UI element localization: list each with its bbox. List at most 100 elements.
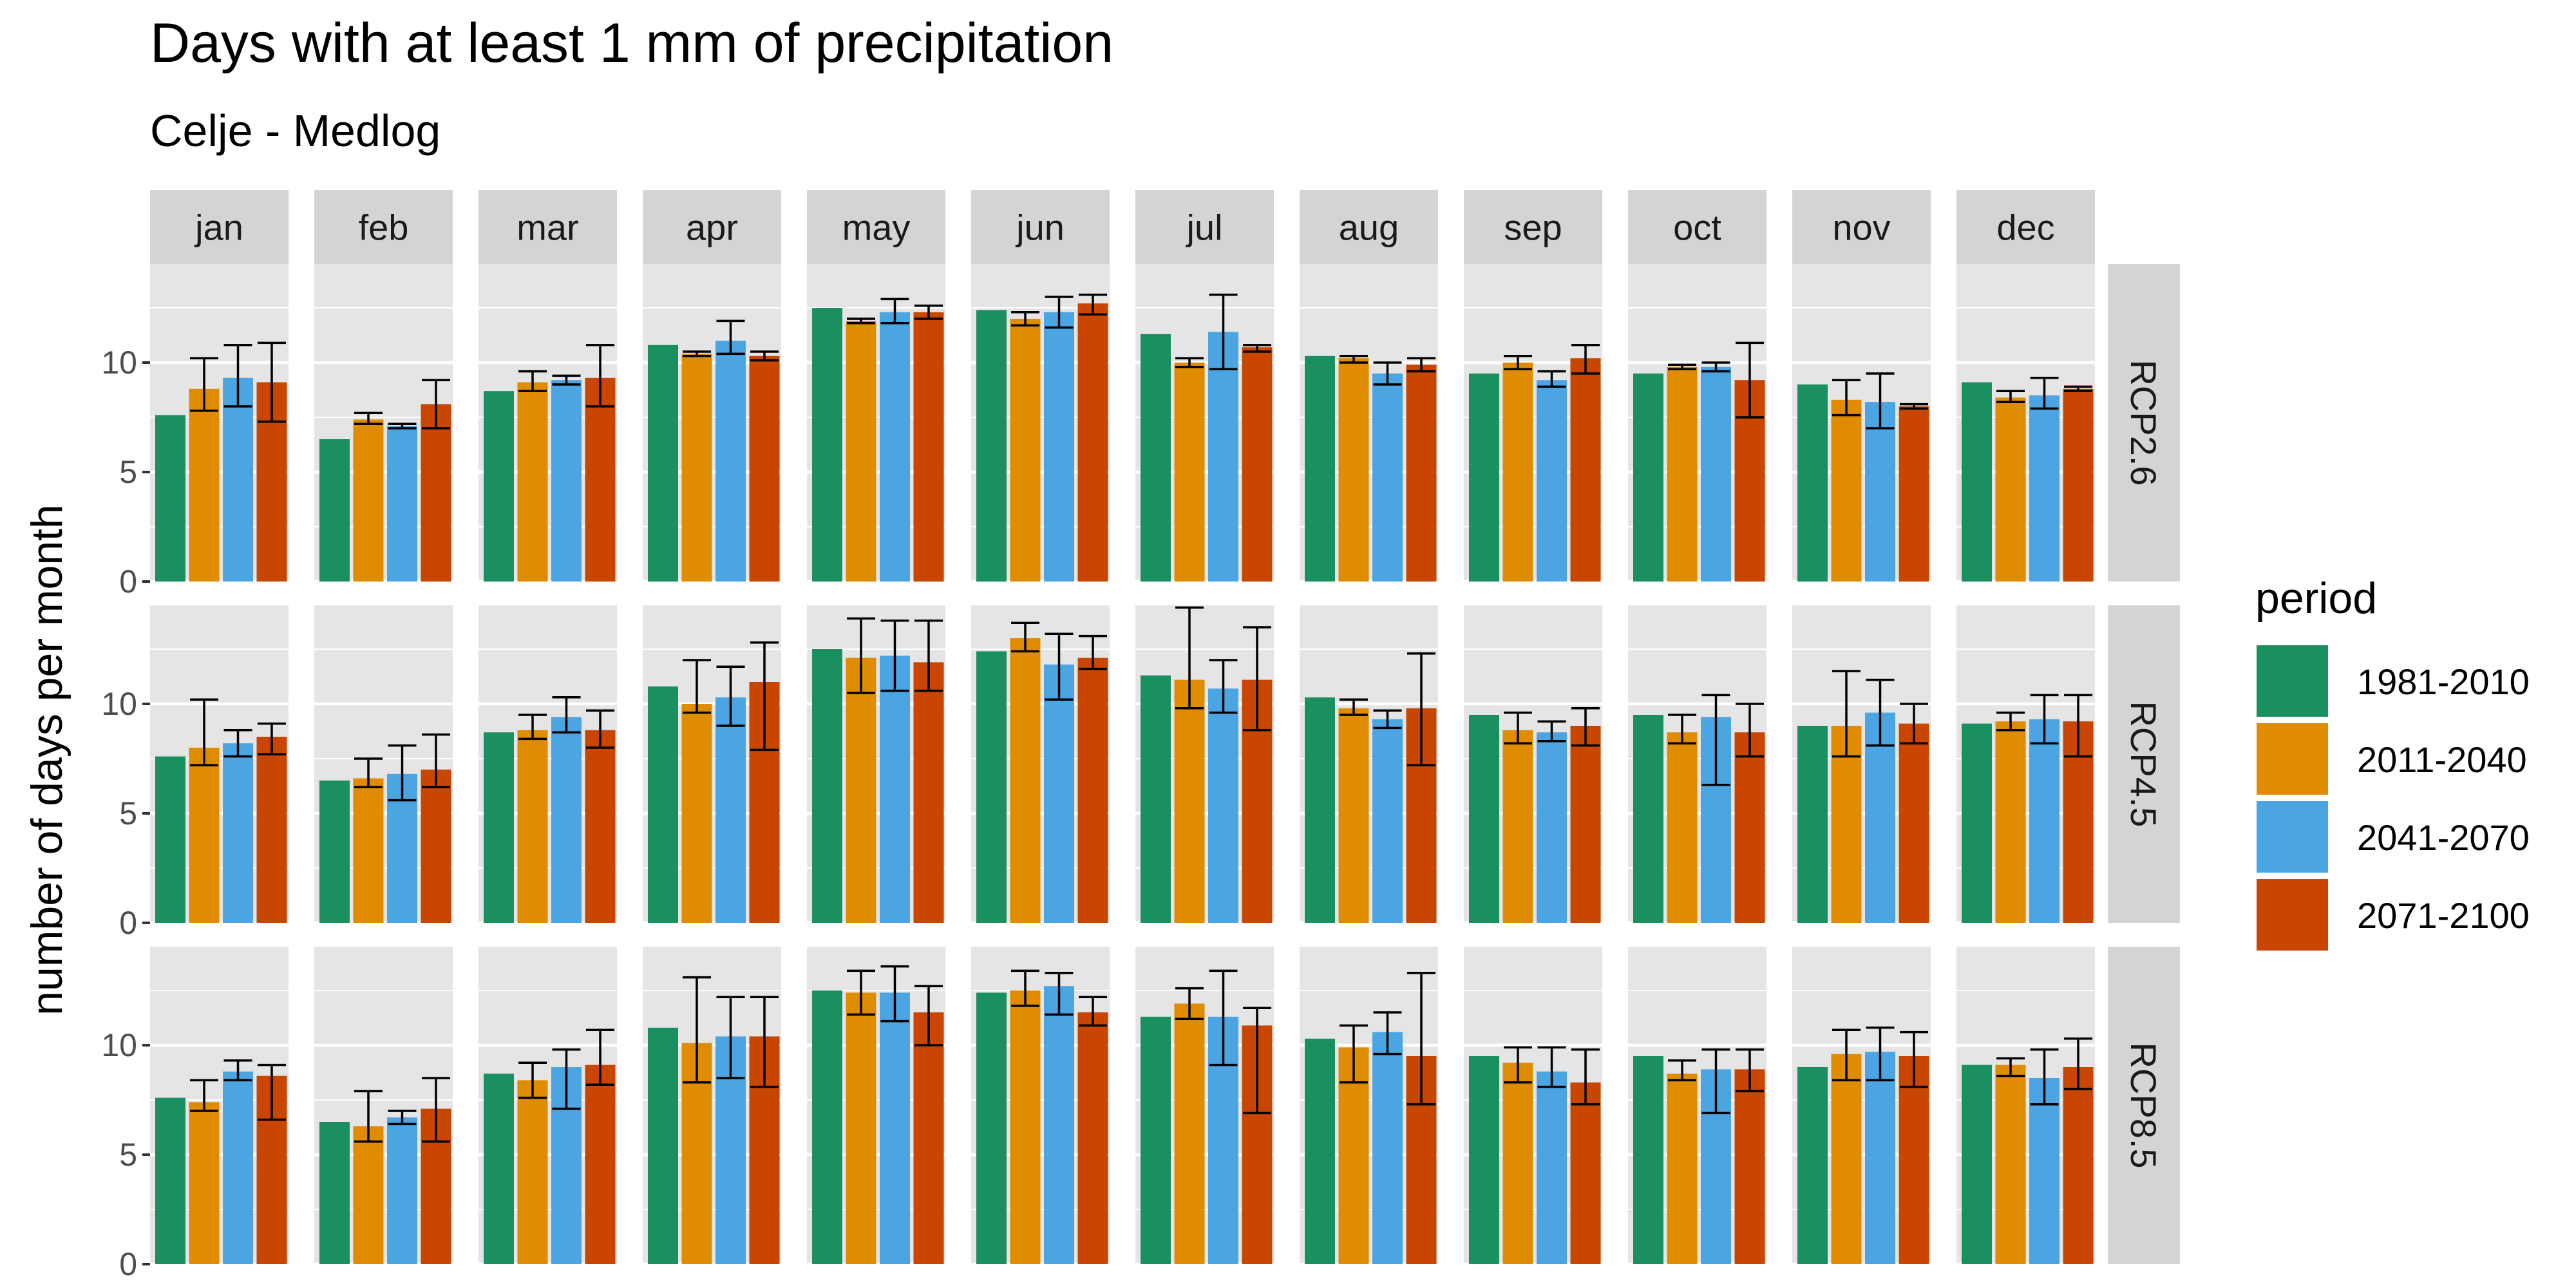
bar bbox=[585, 730, 616, 923]
panel-rcp4-5-may bbox=[807, 605, 945, 925]
bar bbox=[1141, 1016, 1171, 1264]
panel-rcp8-5-nov bbox=[1792, 947, 1931, 1266]
bar bbox=[1502, 363, 1533, 582]
bar bbox=[913, 1012, 944, 1264]
chart-title: Days with at least 1 mm of precipitation bbox=[150, 12, 1114, 74]
bar bbox=[1010, 319, 1041, 582]
bar bbox=[1734, 732, 1765, 923]
bar bbox=[812, 308, 842, 582]
strip-oct bbox=[1628, 190, 1766, 264]
bar bbox=[1831, 1054, 1862, 1264]
bar bbox=[551, 380, 582, 582]
strip-label-feb: feb bbox=[359, 207, 409, 248]
panel-rcp4-5-jan bbox=[150, 605, 289, 925]
panel-rcp4-5-oct bbox=[1628, 605, 1766, 925]
bar bbox=[484, 732, 514, 923]
bar bbox=[517, 382, 548, 582]
bar bbox=[1406, 365, 1437, 582]
bar bbox=[1633, 374, 1663, 582]
row-label-rcp8-5: RCP8.5 bbox=[2123, 1042, 2164, 1168]
panel-rcp4-5-jul bbox=[1135, 605, 1274, 925]
legend-title: period bbox=[2255, 574, 2377, 623]
bar bbox=[1305, 1038, 1335, 1264]
strip-label-jun: jun bbox=[1015, 207, 1065, 248]
panel-rcp4-5-jun bbox=[971, 605, 1110, 925]
bar bbox=[1338, 708, 1369, 923]
bar bbox=[812, 990, 842, 1264]
bar bbox=[1633, 1056, 1663, 1264]
bar bbox=[1077, 303, 1108, 582]
bar bbox=[715, 341, 746, 582]
y-tick-label: 0 bbox=[119, 905, 137, 941]
panel-rcp2-6-jan bbox=[150, 264, 289, 583]
bar bbox=[1174, 363, 1205, 582]
bar bbox=[880, 992, 910, 1264]
strip-label-may: may bbox=[842, 207, 911, 248]
strip-jul bbox=[1135, 190, 1274, 264]
bar bbox=[421, 770, 451, 923]
strip-label-dec: dec bbox=[1996, 207, 2054, 248]
bar bbox=[1962, 382, 1992, 582]
bar bbox=[846, 658, 876, 923]
bar bbox=[1077, 658, 1108, 923]
bar bbox=[1502, 730, 1533, 923]
bar bbox=[648, 1027, 678, 1264]
bar bbox=[189, 1102, 220, 1264]
panel-rcp8-5-apr bbox=[643, 947, 781, 1266]
strip-jan bbox=[150, 190, 289, 264]
bar bbox=[715, 697, 746, 923]
strip-nov bbox=[1792, 190, 1931, 264]
y-tick-label: 10 bbox=[101, 345, 137, 381]
strip-label-jan: jan bbox=[194, 207, 243, 248]
panel-rcp8-5-jan bbox=[150, 947, 289, 1266]
bar bbox=[976, 310, 1007, 582]
panel-rcp2-6-jun bbox=[971, 264, 1110, 583]
bar bbox=[1667, 732, 1698, 923]
bar bbox=[1077, 1012, 1108, 1264]
panel-rcp8-5-sep bbox=[1464, 947, 1602, 1266]
bar bbox=[155, 756, 185, 923]
bar bbox=[1010, 638, 1041, 923]
bar bbox=[1174, 679, 1205, 923]
panel-rcp2-6-mar bbox=[478, 264, 617, 583]
legend-key-2071-2100 bbox=[2254, 876, 2331, 953]
bar bbox=[517, 1080, 548, 1264]
bar bbox=[1734, 1069, 1765, 1264]
bar bbox=[1797, 1067, 1828, 1264]
strip-aug bbox=[1300, 190, 1438, 264]
bar bbox=[223, 377, 253, 582]
bar bbox=[319, 439, 350, 582]
bar bbox=[880, 312, 910, 582]
bar bbox=[256, 737, 287, 923]
panel-rcp8-5-feb bbox=[314, 947, 453, 1266]
bar bbox=[1305, 697, 1335, 923]
strip-label-nov: nov bbox=[1832, 207, 1890, 248]
bar bbox=[1208, 332, 1238, 582]
panel-rcp4-5-apr bbox=[643, 605, 781, 925]
panel-rcp8-5-oct bbox=[1628, 947, 1766, 1266]
bar bbox=[155, 1097, 185, 1264]
panel-rcp4-5-sep bbox=[1464, 605, 1602, 925]
bar bbox=[1044, 312, 1074, 582]
bar bbox=[1899, 1056, 1929, 1264]
bar bbox=[1995, 721, 2026, 923]
bar bbox=[1797, 726, 1828, 923]
y-tick-label: 5 bbox=[119, 795, 137, 831]
panel-rcp8-5-mar bbox=[478, 947, 617, 1266]
y-axis-title: number of days per month bbox=[23, 504, 71, 1016]
panel-rcp8-5-dec bbox=[1956, 947, 2095, 1266]
y-tick-label: 0 bbox=[119, 564, 137, 600]
panel-rcp4-5-nov bbox=[1792, 605, 1931, 925]
bar bbox=[387, 1117, 417, 1264]
strip-label-mar: mar bbox=[516, 207, 578, 248]
bar bbox=[1242, 347, 1273, 582]
bar bbox=[976, 992, 1007, 1264]
bar bbox=[1469, 374, 1499, 582]
panel-rcp2-6-dec bbox=[1956, 264, 2095, 583]
bar bbox=[1044, 986, 1074, 1264]
bar bbox=[1865, 712, 1895, 923]
bar bbox=[976, 651, 1007, 923]
bar bbox=[846, 992, 876, 1264]
bar bbox=[1797, 384, 1828, 582]
y-tick-label: 5 bbox=[119, 454, 137, 490]
